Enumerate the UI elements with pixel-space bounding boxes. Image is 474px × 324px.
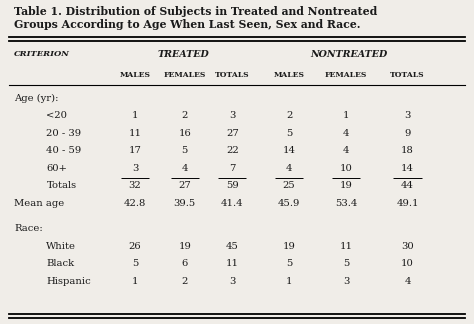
Text: 53.4: 53.4 [335,199,357,208]
Text: 20 - 39: 20 - 39 [46,129,82,138]
Text: 9: 9 [404,129,411,138]
Text: 4: 4 [404,277,411,286]
Text: 26: 26 [129,242,141,251]
Text: 5: 5 [343,259,349,268]
Text: 2: 2 [182,277,188,286]
Text: 3: 3 [343,277,349,286]
Text: 14: 14 [401,164,414,173]
Text: 19: 19 [178,242,191,251]
Text: 10: 10 [401,259,414,268]
Text: 3: 3 [229,277,236,286]
Text: FEMALES: FEMALES [164,71,206,79]
Text: 25: 25 [283,181,295,191]
Text: 14: 14 [283,146,296,156]
Text: 45: 45 [226,242,239,251]
Text: 18: 18 [401,146,414,156]
Text: 40 - 59: 40 - 59 [46,146,82,156]
Text: 3: 3 [404,111,411,121]
Text: Age (yr):: Age (yr): [14,94,59,103]
Text: 27: 27 [226,129,238,138]
Text: 45.9: 45.9 [278,199,301,208]
Text: FEMALES: FEMALES [325,71,367,79]
Text: Totals: Totals [46,181,77,191]
Text: 2: 2 [286,111,292,121]
Text: TREATED: TREATED [158,50,210,59]
Text: 1: 1 [286,277,292,286]
Text: Hispanic: Hispanic [46,277,91,286]
Text: 2: 2 [182,111,188,121]
Text: 30: 30 [401,242,414,251]
Text: NONTREATED: NONTREATED [310,50,387,59]
Text: Table 1. Distribution of Subjects in Treated and Nontreated: Table 1. Distribution of Subjects in Tre… [14,6,377,17]
Text: 59: 59 [226,181,238,191]
Text: Black: Black [46,259,74,268]
Text: 5: 5 [286,259,292,268]
Text: 5: 5 [182,146,188,156]
Text: 5: 5 [132,259,138,268]
Text: 3: 3 [132,164,138,173]
Text: TOTALS: TOTALS [215,71,250,79]
Text: 60+: 60+ [46,164,67,173]
Text: 5: 5 [286,129,292,138]
Text: 44: 44 [401,181,414,191]
Text: 27: 27 [179,181,191,191]
Text: 11: 11 [226,259,239,268]
Text: 19: 19 [283,242,296,251]
Text: 22: 22 [226,146,238,156]
Text: TOTALS: TOTALS [390,71,425,79]
Text: Race:: Race: [14,224,43,233]
Text: 6: 6 [182,259,188,268]
Text: 39.5: 39.5 [174,199,196,208]
Text: 4: 4 [286,164,292,173]
Text: 11: 11 [339,242,353,251]
Text: CRITERION: CRITERION [14,50,70,58]
Text: 1: 1 [132,277,138,286]
Text: 49.1: 49.1 [396,199,419,208]
Text: 1: 1 [343,111,349,121]
Text: MALES: MALES [119,71,151,79]
Text: 11: 11 [128,129,142,138]
Text: MALES: MALES [273,71,305,79]
Text: 16: 16 [179,129,191,138]
Text: 4: 4 [343,146,349,156]
Text: <20: <20 [46,111,67,121]
Text: White: White [46,242,76,251]
Text: 3: 3 [229,111,236,121]
Text: 4: 4 [343,129,349,138]
Text: 7: 7 [229,164,236,173]
Text: 10: 10 [339,164,353,173]
Text: Mean age: Mean age [14,199,64,208]
Text: 32: 32 [129,181,141,191]
Text: 41.4: 41.4 [221,199,244,208]
Text: 4: 4 [182,164,188,173]
Text: 19: 19 [339,181,353,191]
Text: 42.8: 42.8 [124,199,146,208]
Text: 17: 17 [128,146,142,156]
Text: Groups According to Age When Last Seen, Sex and Race.: Groups According to Age When Last Seen, … [14,19,361,30]
Text: 1: 1 [132,111,138,121]
